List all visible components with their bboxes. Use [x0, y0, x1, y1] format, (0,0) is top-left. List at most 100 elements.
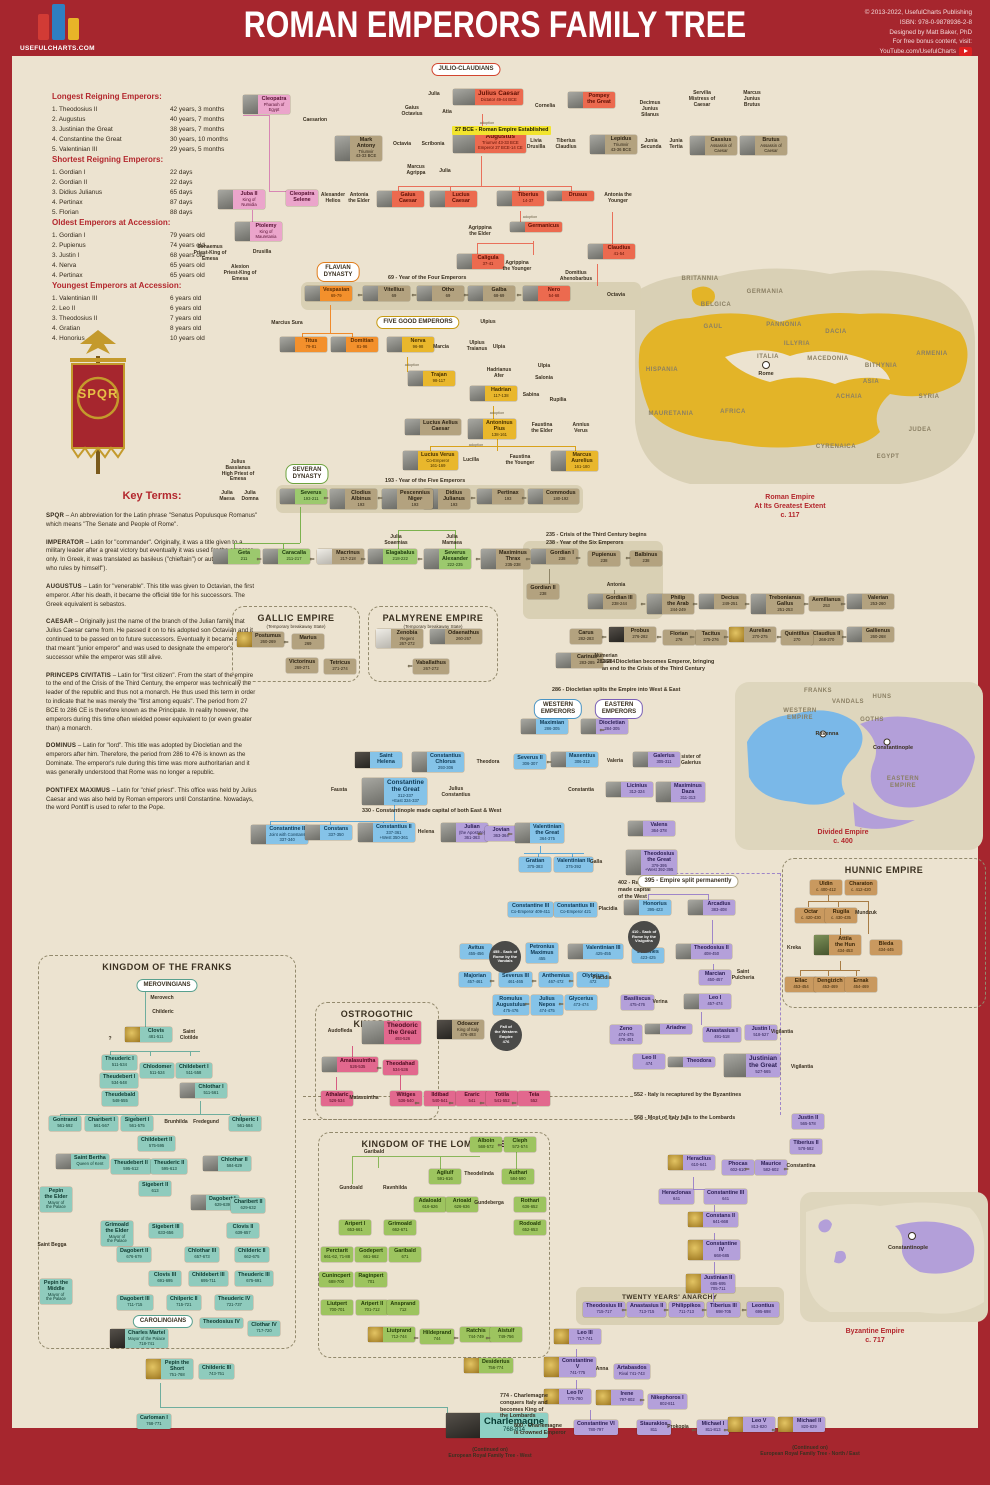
- person-node: Tiberius 14-37: [497, 191, 544, 206]
- group-box: KINGDOM OF THE LOMBARDS: [318, 1132, 550, 1358]
- connector-line: [482, 114, 483, 133]
- portrait-image: [464, 1358, 479, 1373]
- map-divided-empire: [735, 682, 983, 850]
- connector-line: [576, 1349, 577, 1358]
- person-text: Theodosius II 408-450: [691, 944, 732, 959]
- relative-label: Marcus Junius Brutus: [743, 90, 761, 108]
- map-region-label: DACIA: [825, 329, 847, 335]
- portrait-image: [110, 1329, 125, 1349]
- person-node: Athalaric 526-534: [321, 1091, 353, 1106]
- person-name: Chilperic II: [170, 1296, 198, 1302]
- person-text: Drusus: [562, 191, 594, 201]
- person-node: Ptolemy King of Mauretania: [235, 222, 282, 242]
- person-node: Chlodomer 511-524: [140, 1063, 175, 1078]
- person-node: Maurice 582-602: [755, 1160, 787, 1175]
- person-name: Julius Caesar: [478, 90, 520, 97]
- person-text: Childebert III 695-711: [189, 1271, 228, 1286]
- succession-arrow-icon: ⇐: [377, 496, 383, 502]
- person-name: Dagobert III: [120, 1296, 150, 1302]
- relative-label: Saint Pulcheria: [731, 969, 755, 981]
- person-name: Severus II: [517, 755, 543, 761]
- stats-name: 4. Honorius: [52, 334, 85, 342]
- person-node: Perctarit 661-62, 71-88: [321, 1247, 354, 1262]
- person-node: Glycerius 473-474: [565, 995, 597, 1010]
- person-dates: 811: [650, 1426, 658, 1432]
- person-node: Valentinian III 425-455: [568, 944, 624, 959]
- stats-value: 22 days: [170, 178, 193, 186]
- portrait-image: [645, 1024, 660, 1034]
- event-caption: 552 - Italy is recaptured by the Byzanti…: [634, 1092, 742, 1098]
- person-name: Anastasius I: [706, 1028, 738, 1034]
- map-region-label: MACEDONIA: [807, 356, 849, 362]
- person-text: Constantine V 741-775: [559, 1357, 596, 1377]
- person-text: Liutpert 700-701: [321, 1300, 353, 1315]
- relative-label: Theodelinda: [464, 1171, 494, 1177]
- relative-label: Kreka: [787, 945, 801, 951]
- stats-value: 10 years old: [170, 334, 205, 342]
- person-name: Witiges: [396, 1092, 416, 1098]
- portrait-image: [218, 190, 233, 210]
- person-text: Theodosius III 715-717: [583, 1302, 625, 1317]
- person-text: Justinian the Great 527-565: [746, 1054, 780, 1077]
- connector-line: [160, 1407, 447, 1408]
- person-name: Trebonianus Gallus: [769, 595, 802, 607]
- person-node: Caracalla 211-217: [263, 549, 310, 564]
- connector-line: [447, 1407, 448, 1414]
- connector-line: [352, 1046, 353, 1058]
- person-node: Aurelian 270-275: [729, 627, 776, 642]
- person-name: Clovis III: [153, 1272, 177, 1278]
- person-text: Clovis 481-511: [140, 1027, 172, 1042]
- person-node: Theuderic II 595-613: [151, 1159, 188, 1174]
- person-name: Theodosius II: [694, 945, 729, 951]
- person-name: Charles Martel: [128, 1330, 166, 1336]
- person-text: Theodahad 534-536: [383, 1060, 418, 1075]
- portrait-image: [335, 136, 350, 162]
- person-text: Caligula 37-41: [472, 254, 504, 269]
- person-dates: 238: [539, 590, 547, 596]
- person-text: Garibald 671: [389, 1247, 421, 1262]
- map-region-label: GERMANIA: [746, 289, 784, 295]
- person-name: Rodoald: [519, 1221, 541, 1227]
- relative-label: Decimus Junius Silanus: [639, 100, 661, 118]
- relative-label: Verina: [652, 999, 668, 1005]
- portrait-image: [633, 752, 648, 767]
- map-region-label: GAUL: [703, 324, 723, 330]
- person-node: Severus 193-211: [280, 489, 327, 504]
- dynasty-pill: WESTERN EMPERORS: [533, 699, 583, 719]
- header-band: USEFULCHARTS.COM ROMAN EMPERORS FAMILY T…: [0, 0, 990, 56]
- person-text: Gordian II 238: [527, 584, 559, 599]
- map-region-label: BELGICA: [700, 302, 732, 308]
- portrait-image: [203, 1156, 218, 1171]
- stats-list-title: Oldest Emperors at Accession:: [52, 218, 171, 227]
- person-text: Maurice 582-602: [755, 1160, 787, 1175]
- person-text: Julius Caesar Dictator 49-44 BCE: [475, 89, 523, 105]
- group-box: GALLIC EMPIRE (Temporary breakaway State): [232, 606, 360, 682]
- map-region-label: BITHYNIA: [864, 363, 898, 369]
- person-name: Marius: [299, 635, 317, 641]
- person-node: Maximinus Thrax 235-238: [481, 549, 530, 570]
- relative-label: Agrippina the Elder: [468, 225, 492, 237]
- person-dates: 284-305: [604, 725, 620, 731]
- person-name: Maximinus Daza: [674, 783, 702, 795]
- person-dates: 685-695 705-711: [710, 1280, 726, 1291]
- relative-label: Valeria: [606, 758, 624, 764]
- person-text: Severus II 306-307: [514, 754, 546, 769]
- person-dates: c. 400-412: [816, 886, 836, 892]
- person-dates: 633-656: [158, 1229, 174, 1235]
- person-node: Probus 276-282: [609, 627, 656, 642]
- person-name: Anthemius: [542, 973, 570, 979]
- person-dates: 270: [793, 636, 801, 642]
- person-text: Constantine VI 780-797: [574, 1420, 618, 1435]
- person-dates: 568-572: [478, 1143, 494, 1149]
- relative-label: Matasuintha: [349, 1095, 379, 1101]
- youtube-play-icon[interactable]: [959, 47, 972, 56]
- group-title: GALLIC EMPIRE: [257, 613, 335, 623]
- person-name: Tiberius II: [793, 1140, 819, 1146]
- portrait-image: [596, 1390, 611, 1405]
- person-text: Hadrian 117-138: [485, 386, 517, 401]
- relative-label: Sabina: [522, 392, 540, 398]
- person-dates: 235-238: [505, 561, 521, 567]
- person-name: Theudebert II: [114, 1160, 148, 1166]
- person-dates: 305-311: [656, 758, 672, 764]
- portrait-image: [624, 900, 639, 915]
